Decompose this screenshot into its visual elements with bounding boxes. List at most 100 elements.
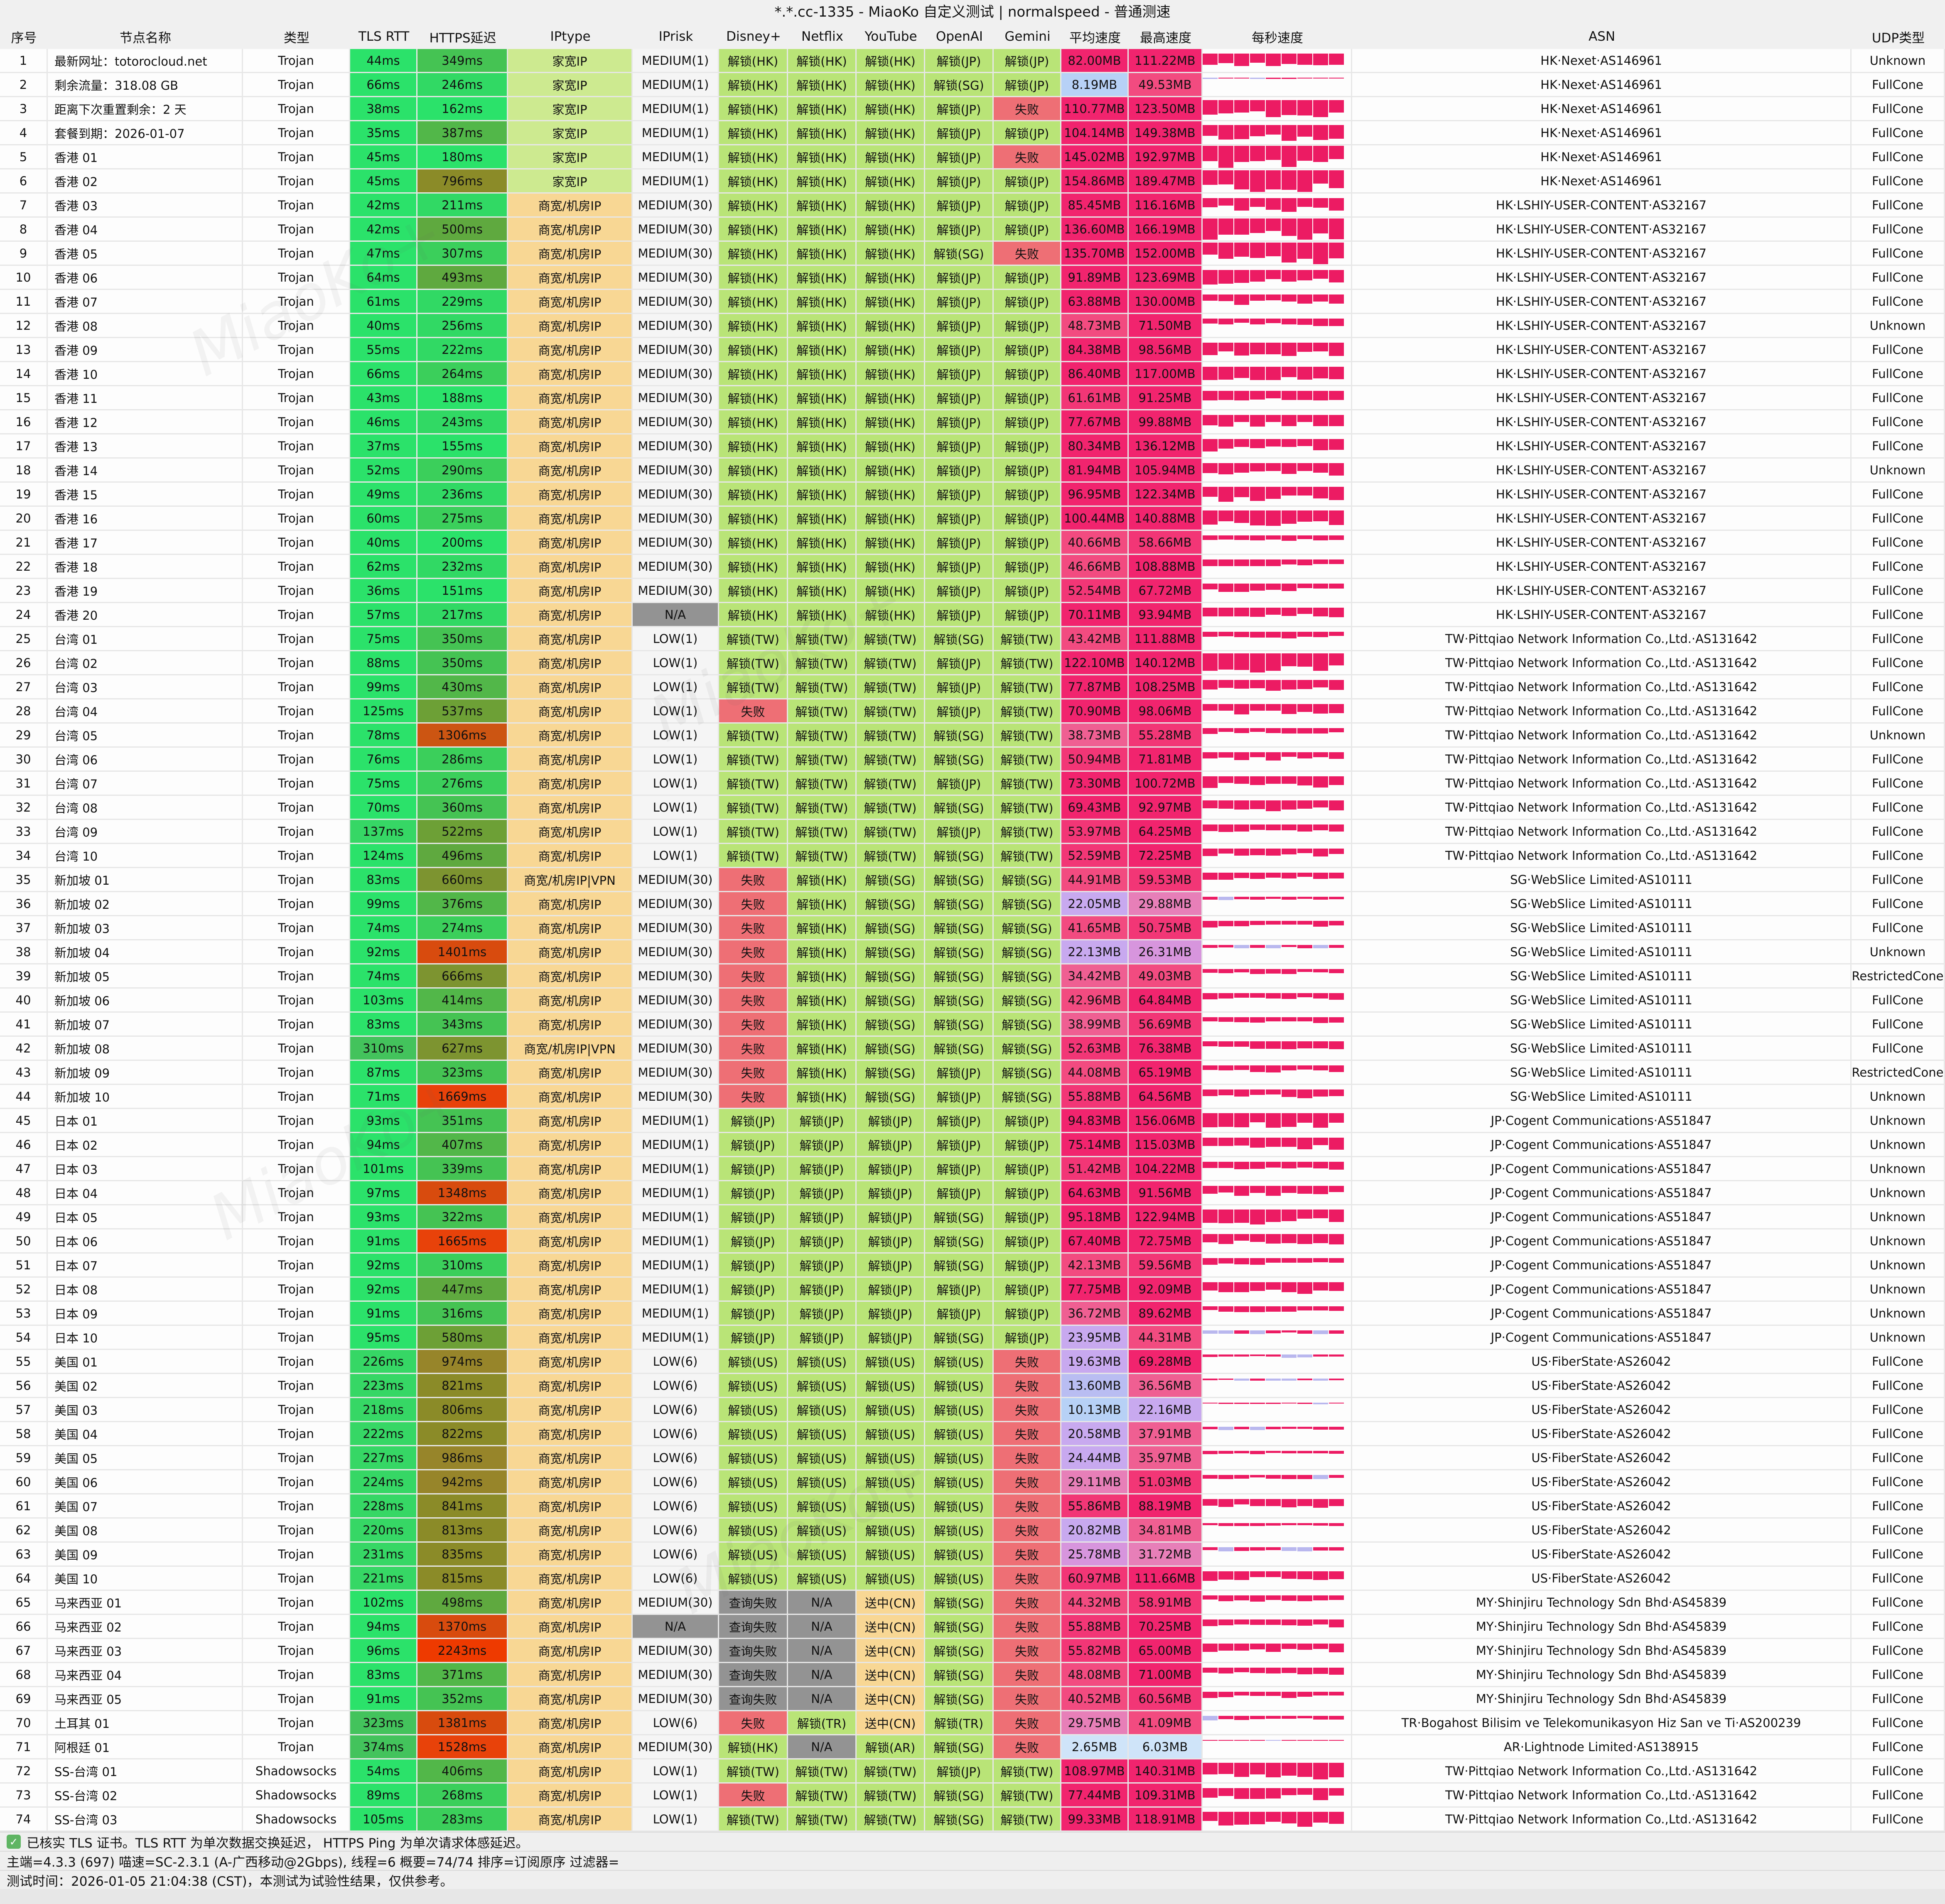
cell-asn: SG·WebSlice Limited·AS10111	[1352, 1085, 1852, 1109]
cell-tls-rtt: 52ms	[350, 459, 417, 483]
cell-avg-speed: 29.11MB	[1061, 1470, 1129, 1494]
cell-openai: 解锁(SG)	[925, 1326, 994, 1350]
cell-openai: 解锁(US)	[925, 1470, 994, 1494]
cell-tls-rtt: 124ms	[350, 844, 417, 868]
cell-https-latency: 498ms	[417, 1591, 508, 1615]
cell-youtube: 解锁(TW)	[857, 820, 925, 844]
table-row: 66 马来西亚 02 Trojan 94ms 1370ms 商宽/机房IP N/A 查询失败 N…	[0, 1615, 1945, 1639]
cell-avg-speed: 46.66MB	[1061, 555, 1129, 579]
cell-disney: 解锁(JP)	[719, 1302, 788, 1326]
cell-asn: HK·Nexet·AS146961	[1352, 145, 1852, 169]
cell-avg-speed: 20.82MB	[1061, 1519, 1129, 1543]
speed-graph	[1203, 1615, 1352, 1639]
cell-iptype: 商宽/机房IP	[508, 1350, 633, 1374]
table-row: 5 香港 01 Trojan 45ms 180ms 家宽IP MEDIUM(1) 解锁(HK)…	[0, 145, 1945, 169]
cell-https-latency: 822ms	[417, 1422, 508, 1446]
cell-avg-speed: 77.75MB	[1061, 1278, 1129, 1302]
cell-node-name: 新加坡 09	[48, 1061, 243, 1085]
cell-type: Trojan	[243, 748, 350, 772]
cell-gemini: 解锁(JP)	[994, 73, 1061, 97]
cell-openai: 解锁(JP)	[925, 1278, 994, 1302]
table-row: 51 日本 07 Trojan 92ms 310ms 商宽/机房IP MEDIUM(1) 解锁…	[0, 1254, 1945, 1278]
cell-avg-speed: 94.83MB	[1061, 1109, 1129, 1133]
cell-openai: 解锁(JP)	[925, 121, 994, 145]
cell-netflix: 解锁(HK)	[788, 940, 857, 964]
cell-index: 67	[0, 1639, 48, 1663]
cell-openai: 解锁(SG)	[925, 1639, 994, 1663]
table-row: 57 美国 03 Trojan 218ms 806ms 商宽/机房IP LOW(6) 解锁(U…	[0, 1398, 1945, 1422]
cell-tls-rtt: 42ms	[350, 218, 417, 242]
cell-avg-speed: 82.00MB	[1061, 49, 1129, 73]
cell-type: Trojan	[243, 194, 350, 218]
cell-iptype: 商宽/机房IP	[508, 218, 633, 242]
cell-type: Trojan	[243, 1326, 350, 1350]
cell-type: Trojan	[243, 362, 350, 386]
cell-https-latency: 351ms	[417, 1109, 508, 1133]
cell-tls-rtt: 222ms	[350, 1422, 417, 1446]
cell-node-name: 日本 07	[48, 1254, 243, 1278]
cell-avg-speed: 80.34MB	[1061, 434, 1129, 459]
cell-gemini: 解锁(TW)	[994, 820, 1061, 844]
cell-openai: 解锁(JP)	[925, 1085, 994, 1109]
cell-netflix: 解锁(HK)	[788, 242, 857, 266]
cell-type: Trojan	[243, 820, 350, 844]
cell-type: Trojan	[243, 242, 350, 266]
cell-netflix: 解锁(HK)	[788, 386, 857, 410]
cell-youtube: 解锁(US)	[857, 1446, 925, 1470]
cell-index: 55	[0, 1350, 48, 1374]
speed-graph	[1203, 796, 1352, 820]
table-row: 45 日本 01 Trojan 93ms 351ms 商宽/机房IP MEDIUM(1) 解锁…	[0, 1109, 1945, 1133]
cell-avg-speed: 77.44MB	[1061, 1784, 1129, 1808]
cell-gemini: 解锁(TW)	[994, 796, 1061, 820]
cell-index: 68	[0, 1663, 48, 1687]
cell-gemini: 失败	[994, 1494, 1061, 1519]
cell-disney: 解锁(HK)	[719, 194, 788, 218]
cell-asn: MY·Shinjiru Technology Sdn Bhd·AS45839	[1352, 1639, 1852, 1663]
cell-youtube: 解锁(US)	[857, 1374, 925, 1398]
cell-node-name: 台湾 04	[48, 699, 243, 724]
cell-avg-speed: 50.94MB	[1061, 748, 1129, 772]
cell-https-latency: 316ms	[417, 1302, 508, 1326]
cell-node-name: 香港 05	[48, 242, 243, 266]
cell-avg-speed: 77.87MB	[1061, 675, 1129, 699]
cell-max-speed: 60.56MB	[1129, 1687, 1203, 1711]
cell-asn: TW·Pittqiao Network Information Co.,Ltd.…	[1352, 1808, 1852, 1832]
cell-netflix: 解锁(HK)	[788, 1013, 857, 1037]
speed-graph	[1203, 675, 1352, 699]
footer-note-config: 主端=4.3.3 (697) 喵速=SC-2.3.1 (A-广西移动@2Gbps…	[0, 1851, 1945, 1870]
cell-index: 73	[0, 1784, 48, 1808]
cell-iptype: 商宽/机房IP|VPN	[508, 868, 633, 892]
cell-iptype: 商宽/机房IP	[508, 579, 633, 603]
column-header-index: 序号	[0, 24, 48, 49]
cell-asn: SG·WebSlice Limited·AS10111	[1352, 1061, 1852, 1085]
cell-https-latency: 414ms	[417, 989, 508, 1013]
cell-max-speed: 70.25MB	[1129, 1615, 1203, 1639]
cell-udp-type: FullCone	[1852, 796, 1945, 820]
cell-openai: 解锁(SG)	[925, 1735, 994, 1759]
cell-udp-type: FullCone	[1852, 1639, 1945, 1663]
cell-gemini: 解锁(JP)	[994, 1109, 1061, 1133]
cell-gemini: 解锁(SG)	[994, 1061, 1061, 1085]
table-row: 13 香港 09 Trojan 55ms 222ms 商宽/机房IP MEDIUM(30) 解…	[0, 338, 1945, 362]
cell-iprisk: MEDIUM(30)	[633, 940, 719, 964]
cell-netflix: 解锁(HK)	[788, 459, 857, 483]
cell-netflix: 解锁(HK)	[788, 362, 857, 386]
cell-index: 10	[0, 266, 48, 290]
cell-iptype: 商宽/机房IP	[508, 820, 633, 844]
cell-iprisk: MEDIUM(30)	[633, 1085, 719, 1109]
cell-max-speed: 192.97MB	[1129, 145, 1203, 169]
cell-udp-type: Unknown	[1852, 1181, 1945, 1205]
table-row: 58 美国 04 Trojan 222ms 822ms 商宽/机房IP LOW(6) 解锁(U…	[0, 1422, 1945, 1446]
cell-disney: 解锁(TW)	[719, 1759, 788, 1784]
cell-type: Trojan	[243, 651, 350, 675]
speed-graph	[1203, 97, 1352, 121]
cell-index: 33	[0, 820, 48, 844]
cell-max-speed: 35.97MB	[1129, 1446, 1203, 1470]
cell-netflix: 解锁(HK)	[788, 483, 857, 507]
cell-index: 22	[0, 555, 48, 579]
speed-graph	[1203, 1711, 1352, 1735]
cell-disney: 查询失败	[719, 1639, 788, 1663]
cell-max-speed: 22.16MB	[1129, 1398, 1203, 1422]
cell-type: Trojan	[243, 772, 350, 796]
cell-index: 7	[0, 194, 48, 218]
